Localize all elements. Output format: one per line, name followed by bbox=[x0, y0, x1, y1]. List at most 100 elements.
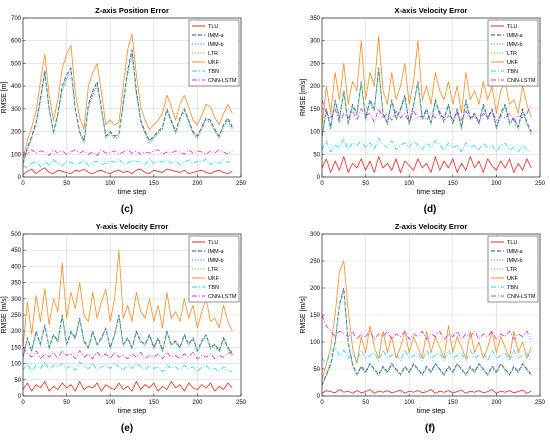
y-tick-label: 200 bbox=[11, 130, 22, 136]
series-lines bbox=[322, 260, 532, 394]
x-tick-label: 0 bbox=[21, 400, 25, 406]
series-lines bbox=[23, 249, 233, 392]
legend-label: CNN-LSTM bbox=[208, 78, 237, 84]
y-tick-label: 50 bbox=[313, 152, 320, 158]
x-tick-label: 200 bbox=[192, 400, 203, 406]
y-tick-label: 150 bbox=[11, 345, 22, 351]
y-tick-label: 200 bbox=[11, 329, 22, 335]
series-line-imm-b bbox=[322, 290, 532, 387]
legend-label: UKF bbox=[208, 60, 220, 66]
y-tick-label: 50 bbox=[313, 367, 320, 373]
legend-label: LTR bbox=[507, 51, 517, 57]
y-tick-label: 100 bbox=[11, 152, 22, 158]
chart-panel-2: 0 50 100 150 200 250 0 50 100 150 200 250 300 350 X-ax… bbox=[300, 6, 546, 215]
x-tick-label: 150 bbox=[149, 400, 160, 406]
x-tick-label: 250 bbox=[236, 400, 247, 406]
y-tick-label: 500 bbox=[11, 232, 22, 238]
legend: TLU IMM-a IMM-b LTR UKF TBN CNN-LSTM bbox=[188, 235, 240, 303]
x-tick-label: 50 bbox=[63, 181, 70, 187]
legend-label: IMM-a bbox=[507, 249, 524, 255]
panel-caption: (e) bbox=[121, 423, 133, 434]
legend-label: IMM-a bbox=[507, 33, 524, 39]
legend-label: IMM-b bbox=[208, 42, 224, 48]
x-tick-label: 200 bbox=[491, 400, 502, 406]
x-tick-label: 250 bbox=[535, 181, 546, 187]
legend-label: IMM-b bbox=[208, 258, 224, 264]
y-axis-label: RMSE [m/s] bbox=[300, 296, 307, 333]
x-tick-label: 50 bbox=[362, 181, 369, 187]
legend-box bbox=[188, 235, 240, 303]
legend-box bbox=[487, 19, 539, 87]
series-line-tlu bbox=[322, 156, 532, 173]
chart-panel-3: 0 50 100 150 200 250 0 50 100 150 200 250 300 350 400 4… bbox=[1, 222, 247, 434]
legend-label: CNN-LSTM bbox=[507, 294, 536, 300]
y-tick-label: 300 bbox=[11, 297, 22, 303]
legend-label: IMM-a bbox=[208, 33, 225, 39]
legend-label: IMM-a bbox=[208, 249, 225, 255]
series-line-tbn bbox=[23, 158, 233, 169]
legend-label: TLU bbox=[208, 240, 218, 246]
y-tick-label: 350 bbox=[310, 16, 321, 22]
axes-frame bbox=[22, 17, 242, 178]
legend-label: TBN bbox=[507, 285, 518, 291]
y-axis-label: RMSE [m/s] bbox=[300, 79, 307, 116]
y-tick-label: 100 bbox=[310, 130, 321, 136]
series-line-imm-b bbox=[322, 69, 532, 139]
x-tick-label: 100 bbox=[404, 181, 415, 187]
y-tick-label: 400 bbox=[11, 84, 22, 90]
series-line-tbn bbox=[322, 137, 532, 153]
series-line-ltr bbox=[23, 315, 233, 358]
x-tick-label: 150 bbox=[448, 181, 459, 187]
series-line-ltr bbox=[23, 51, 233, 164]
y-tick-label: 500 bbox=[11, 61, 22, 67]
panel-caption: (c) bbox=[121, 204, 133, 215]
x-tick-label: 100 bbox=[105, 181, 116, 187]
legend: TLU IMM-a IMM-b LTR UKF TBN CNN-LSTM bbox=[188, 19, 240, 87]
y-tick-label: 0 bbox=[18, 394, 22, 400]
x-tick-label: 100 bbox=[105, 400, 116, 406]
legend-box bbox=[188, 19, 240, 87]
series-line-cnn-lstm bbox=[23, 347, 233, 360]
legend-label: LTR bbox=[208, 51, 218, 57]
x-axis-label: time step bbox=[118, 408, 147, 415]
chart-panel-4: 0 50 100 150 200 250 0 50 100 150 200 250 300 Z-axis … bbox=[300, 222, 546, 434]
chart-title: Y-axis Velocity Error bbox=[96, 222, 169, 231]
y-tick-label: 0 bbox=[317, 175, 321, 181]
series-line-imm-a bbox=[322, 287, 532, 386]
y-tick-label: 250 bbox=[310, 61, 321, 67]
chart-title: Z-axis Position Error bbox=[95, 6, 169, 15]
series-line-imm-b bbox=[23, 316, 233, 359]
legend-label: UKF bbox=[208, 276, 220, 282]
legend-label: LTR bbox=[507, 267, 517, 273]
y-tick-label: 250 bbox=[11, 313, 22, 319]
y-tick-label: 600 bbox=[11, 39, 22, 45]
x-tick-label: 0 bbox=[320, 400, 324, 406]
x-tick-label: 150 bbox=[448, 400, 459, 406]
y-tick-label: 700 bbox=[11, 16, 22, 22]
y-tick-label: 0 bbox=[18, 175, 22, 181]
series-line-ukf bbox=[23, 33, 233, 159]
series-line-tlu bbox=[322, 389, 532, 394]
legend-label: TLU bbox=[507, 240, 517, 246]
y-tick-label: 100 bbox=[310, 340, 321, 346]
legend: TLU IMM-a IMM-b LTR UKF TBN CNN-LSTM bbox=[487, 19, 539, 87]
y-axis-label: RMSE [m] bbox=[1, 82, 8, 114]
y-tick-label: 200 bbox=[310, 286, 321, 292]
series-line-ukf bbox=[322, 260, 532, 380]
legend-label: IMM-b bbox=[507, 258, 523, 264]
legend-label: LTR bbox=[208, 267, 218, 273]
chart-title: X-axis Velocity Error bbox=[395, 6, 468, 15]
y-tick-label: 300 bbox=[310, 39, 321, 45]
x-tick-label: 250 bbox=[535, 400, 546, 406]
series-line-cnn-lstm bbox=[322, 314, 532, 340]
series-lines bbox=[23, 33, 233, 176]
y-tick-label: 50 bbox=[14, 378, 21, 384]
series-line-tlu bbox=[23, 381, 233, 392]
x-tick-label: 250 bbox=[236, 181, 247, 187]
panel-caption: (f) bbox=[425, 423, 435, 434]
series-line-imm-a bbox=[23, 314, 233, 358]
legend-label: CNN-LSTM bbox=[507, 78, 536, 84]
y-tick-label: 400 bbox=[11, 264, 22, 270]
chart-panel-1: 0 50 100 150 200 250 0 100 200 300 400 500 600 700 Z-a… bbox=[1, 6, 247, 215]
